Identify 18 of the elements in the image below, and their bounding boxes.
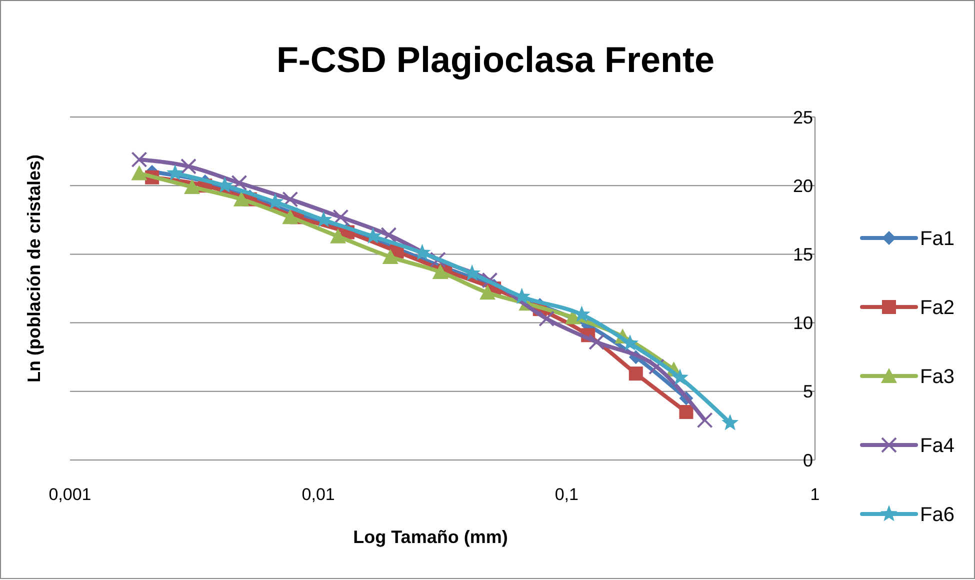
legend-label: Fa4	[920, 435, 954, 457]
legend-label: Fa3	[920, 366, 954, 388]
x-tick-label: 1	[810, 485, 820, 504]
y-tick-label: 15	[792, 244, 813, 264]
legend-label: Fa2	[920, 297, 954, 319]
y-tick-label: 25	[792, 107, 813, 128]
legend-label: Fa6	[920, 504, 954, 526]
legend-label: Fa1	[920, 228, 954, 250]
y-tick-label: 5	[802, 382, 813, 402]
y-tick-label: 0	[802, 450, 813, 470]
x-axis-title: Log Tamaño (mm)	[353, 527, 508, 547]
y-tick-label: 10	[792, 313, 813, 334]
y-tick-label: 20	[792, 176, 813, 196]
x-tick-label: 0,1	[554, 485, 578, 504]
x-tick-label: 0,01	[302, 485, 335, 504]
x-tick-label: 0,001	[48, 485, 92, 504]
y-axis-title: Ln (población de cristales)	[24, 154, 44, 383]
chart-title: F-CSD Plagioclasa Frente	[276, 39, 715, 80]
